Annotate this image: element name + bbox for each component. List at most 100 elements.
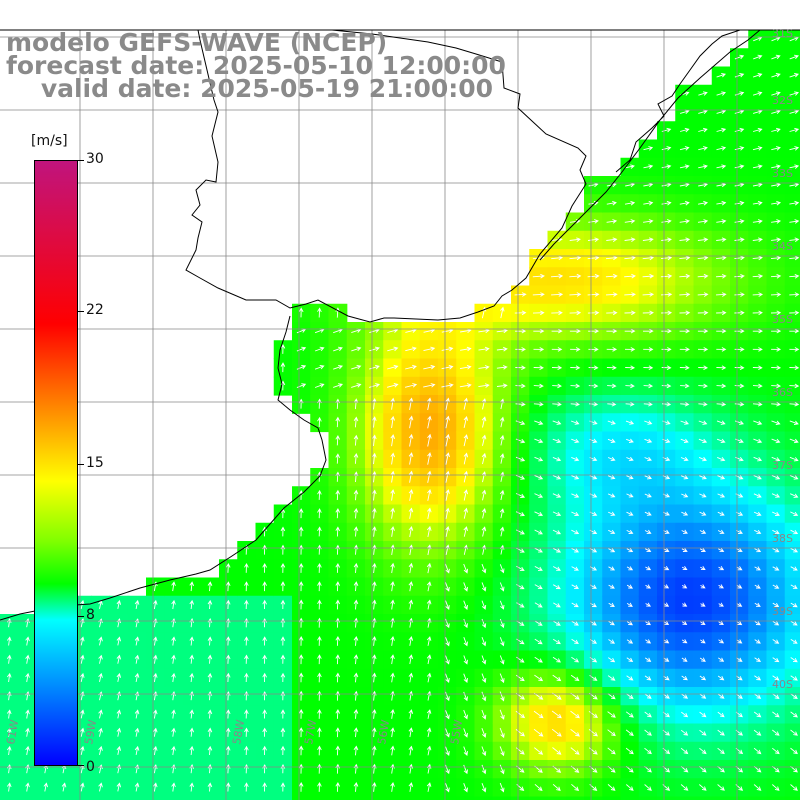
wind-arrow-icon: [298, 562, 304, 573]
wind-arrow-icon: [314, 346, 325, 352]
wind-arrow-icon: [716, 438, 726, 444]
wind-arrow-icon: [61, 782, 67, 792]
wind-arrow-icon: [390, 745, 395, 756]
wind-arrow-icon: [463, 397, 469, 410]
wind-arrow-icon: [262, 654, 267, 664]
wind-speed-cell: [273, 796, 293, 800]
wind-arrow-icon: [570, 347, 581, 352]
wind-arrow-icon: [445, 618, 450, 629]
wind-arrow-icon: [698, 456, 707, 462]
wind-arrow-icon: [171, 782, 176, 792]
wind-arrow-icon: [463, 563, 469, 574]
wind-arrow-icon: [496, 328, 508, 334]
wind-arrow-icon: [625, 401, 635, 407]
wind-arrow-icon: [697, 310, 709, 316]
legend-tick-0: 0: [86, 759, 95, 775]
wind-arrow-icon: [408, 635, 414, 646]
wind-arrow-icon: [626, 584, 634, 589]
wind-arrow-icon: [753, 456, 763, 462]
wind-arrow-icon: [679, 310, 691, 316]
wind-arrow-icon: [734, 273, 745, 279]
wind-arrow-icon: [716, 383, 727, 389]
color-scale-bar: [34, 160, 78, 766]
wind-arrow-icon: [335, 635, 341, 646]
wind-arrow-icon: [608, 621, 615, 626]
latitude-label: 34S: [772, 240, 793, 253]
wind-arrow-icon: [663, 602, 670, 607]
wind-arrow-icon: [571, 566, 579, 571]
wind-arrow-icon: [770, 273, 782, 279]
wind-arrow-icon: [427, 452, 432, 465]
wind-arrow-icon: [372, 397, 377, 410]
wind-arrow-icon: [298, 781, 304, 792]
wind-arrow-icon: [481, 600, 487, 610]
wind-arrow-icon: [679, 255, 691, 261]
wind-arrow-icon: [463, 691, 468, 702]
wind-arrow-icon: [534, 420, 544, 425]
wind-arrow-icon: [607, 729, 616, 737]
wind-arrow-icon: [371, 672, 377, 683]
wind-arrow-icon: [390, 434, 396, 447]
wind-arrow-icon: [754, 675, 762, 681]
wind-arrow-icon: [626, 639, 634, 644]
wind-arrow-icon: [789, 164, 800, 169]
wind-arrow-icon: [626, 693, 634, 700]
wind-arrow-icon: [353, 654, 359, 665]
wind-speed-cell: [784, 668, 800, 688]
wind-speed-cell: [730, 796, 749, 800]
wind-arrow-icon: [463, 783, 468, 793]
wind-arrow-icon: [225, 581, 231, 592]
wind-arrow-icon: [624, 273, 636, 279]
wind-arrow-icon: [718, 639, 725, 644]
wind-arrow-icon: [607, 784, 616, 791]
wind-arrow-icon: [717, 729, 725, 736]
wind-arrow-icon: [552, 674, 562, 682]
latitude-label: 39S: [772, 605, 793, 618]
wind-arrow-icon: [698, 182, 709, 188]
wind-arrow-icon: [390, 654, 395, 665]
wind-speed-cell: [784, 468, 800, 487]
wind-arrow-icon: [353, 727, 359, 738]
wind-arrow-icon: [753, 511, 762, 516]
wind-arrow-icon: [754, 548, 762, 553]
wind-arrow-icon: [626, 475, 634, 480]
wind-arrow-icon: [718, 602, 724, 607]
wind-arrow-icon: [754, 621, 761, 626]
wind-arrow-icon: [189, 581, 195, 592]
wind-arrow-icon: [460, 346, 472, 352]
wind-arrow-icon: [481, 582, 487, 592]
wind-arrow-icon: [789, 383, 800, 389]
wind-speed-cell: [237, 796, 257, 800]
wind-arrow-icon: [372, 416, 377, 428]
wind-speed-cell: [456, 796, 476, 800]
wind-arrow-icon: [551, 347, 563, 352]
wind-arrow-icon: [423, 364, 436, 370]
wind-arrow-icon: [371, 727, 377, 738]
wind-arrow-icon: [463, 600, 468, 610]
wind-arrow-icon: [661, 200, 672, 206]
wind-arrow-icon: [570, 710, 580, 719]
wind-arrow-icon: [789, 255, 800, 261]
wind-arrow-icon: [716, 237, 727, 242]
wind-arrow-icon: [515, 456, 526, 462]
wind-arrow-icon: [699, 693, 707, 699]
wind-arrow-icon: [716, 200, 727, 206]
wind-speed-cell: [784, 486, 800, 506]
wind-arrow-icon: [772, 639, 780, 644]
wind-arrow-icon: [661, 328, 672, 334]
wind-arrow-icon: [608, 584, 615, 589]
wind-arrow-icon: [390, 781, 395, 792]
wind-arrow-icon: [333, 346, 343, 352]
wind-arrow-icon: [499, 673, 505, 684]
wind-arrow-icon: [626, 493, 634, 498]
wind-arrow-icon: [244, 562, 249, 573]
wind-arrow-icon: [317, 654, 322, 665]
wind-arrow-icon: [207, 636, 213, 646]
wind-arrow-icon: [716, 146, 727, 151]
wind-arrow-icon: [661, 347, 672, 352]
wind-arrow-icon: [789, 438, 799, 444]
wind-arrow-icon: [734, 310, 745, 316]
wind-arrow-icon: [699, 657, 706, 662]
wind-arrow-icon: [499, 453, 505, 464]
